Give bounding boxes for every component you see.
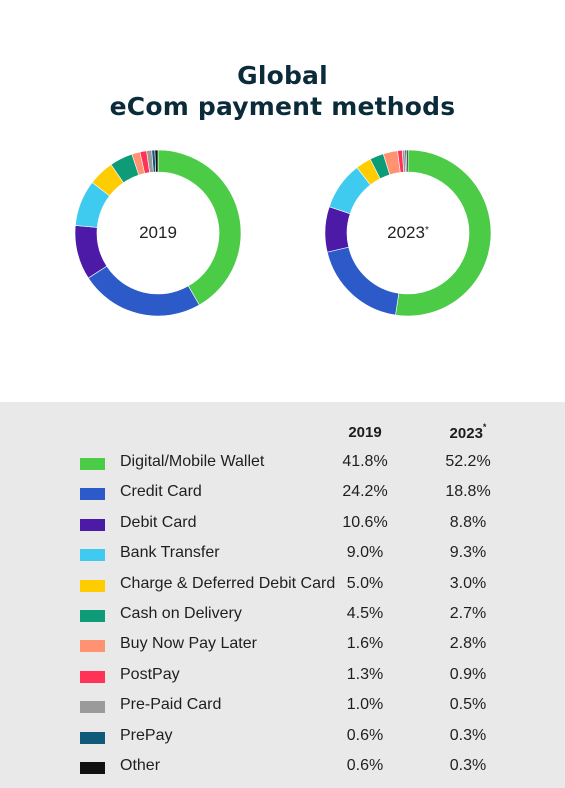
value-2019: 1.6% [346,635,384,653]
value-2023: 0.3% [449,726,487,744]
legend-swatch [80,670,105,683]
donut-slice [406,149,409,173]
column-header-2023-text: 2023 [449,425,483,442]
donut-chart-2019: 2019 [73,148,243,318]
legend-label: Digital/Mobile Wallet [120,453,265,470]
value-2019: 4.5% [346,605,384,622]
legend-swatch [80,518,105,531]
legend-row: Credit Card 24.2% 18.8% [0,480,565,510]
donut-year-sup-2023: * [424,224,429,236]
value-2019: 5.0% [346,574,384,592]
value-2023: 0.9% [449,665,487,683]
legend-swatch [80,731,105,744]
legend-row: PostPay 1.3% 0.9% [0,663,565,693]
value-2019: 9.0% [346,544,384,562]
legend-swatch [80,458,105,470]
value-2023: 18.8% [445,483,491,501]
value-2023: 8.8% [449,513,487,531]
value-2019: 24.2% [342,483,388,501]
legend-row: PrePay 0.6% 0.3% [0,724,565,754]
legend-row: Cash on Delivery 4.5% 2.7% [0,602,565,632]
value-2019: 41.8% [342,453,388,470]
legend-swatch [80,579,105,592]
donut-center-label-2019: 2019 [73,148,243,318]
legend-label: PostPay [120,665,180,683]
column-header-2023: 2023* [433,422,503,442]
legend-row: Charge & Deferred Debit Card 5.0% 3.0% [0,572,565,602]
title-line-1: Global [237,61,328,90]
chart-title: Global eCom payment methods [0,60,565,122]
value-2019: 0.6% [346,726,384,744]
value-2023: 52.2% [445,453,491,470]
legend-row: Pre-Paid Card 1.0% 0.5% [0,693,565,723]
value-2019: 0.6% [346,757,384,774]
legend-table: 2019 2023* Digital/Mobile Wallet 41.8% 52.… [0,402,565,788]
legend-label: PrePay [120,726,173,744]
legend-swatch [80,640,105,653]
legend-label: Debit Card [120,513,197,531]
donut-chart-2023: 2023 * [323,148,493,318]
legend-swatch [80,549,105,562]
legend-label: Credit Card [120,483,202,501]
legend-row: Other 0.6% 0.3% [0,754,565,784]
legend-row: Buy Now Pay Later 1.6% 2.8% [0,632,565,662]
legend-row: Debit Card 10.6% 8.8% [0,511,565,541]
donut-svg-2023 [324,149,492,317]
donut-svg-2019 [74,149,242,317]
legend-swatch [80,701,105,714]
legend-swatch [80,488,105,501]
legend-label: Buy Now Pay Later [120,635,257,653]
value-2019: 10.6% [342,513,388,531]
legend-swatch [80,762,105,774]
donut-slice [395,149,492,317]
value-2019: 1.0% [346,696,384,714]
legend-label: Other [120,757,161,774]
legend-row: Digital/Mobile Wallet 41.8% 52.2% [0,450,565,480]
value-2023: 3.0% [449,574,487,592]
legend-label: Charge & Deferred Debit Card [120,574,336,592]
value-2023: 9.3% [449,544,487,562]
value-2023: 2.8% [449,635,487,653]
donut-year-2019: 2019 [139,223,177,242]
column-header-2019: 2019 [330,424,400,441]
legend-label: Pre-Paid Card [120,696,222,714]
value-2019: 1.3% [346,665,384,683]
title-line-2: eCom payment methods [109,92,456,121]
legend-label: Cash on Delivery [120,605,242,622]
donut-center-label-2023: 2023 * [323,148,493,318]
donut-slice [154,149,159,173]
column-header-2023-sup: * [482,422,487,432]
donut-year-2023: 2023 [387,223,425,242]
legend-swatch [80,610,105,622]
value-2023: 0.3% [449,757,487,774]
legend-label: Bank Transfer [120,544,220,562]
value-2023: 2.7% [449,605,487,622]
column-header-2019-text: 2019 [348,424,382,441]
value-2023: 0.5% [449,696,487,714]
legend-row: Bank Transfer 9.0% 9.3% [0,541,565,571]
